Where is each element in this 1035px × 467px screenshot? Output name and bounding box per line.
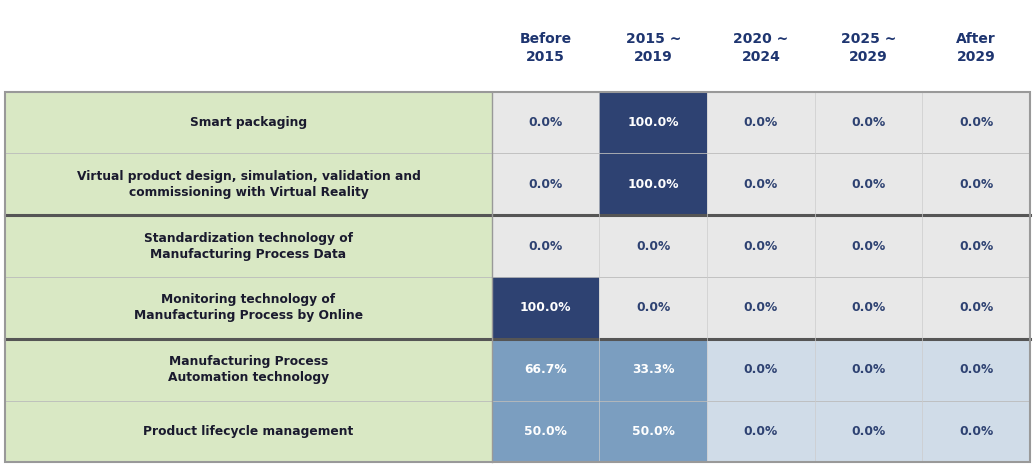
- Text: Smart packaging: Smart packaging: [190, 116, 307, 129]
- Bar: [815, 339, 922, 401]
- Bar: [922, 92, 1030, 153]
- Bar: [707, 92, 815, 153]
- Bar: [5, 153, 492, 215]
- Bar: [492, 153, 599, 215]
- Text: 50.0%: 50.0%: [631, 425, 675, 438]
- Bar: [707, 215, 815, 277]
- Text: 0.0%: 0.0%: [529, 240, 563, 253]
- Text: 0.0%: 0.0%: [744, 363, 778, 376]
- Bar: [5, 401, 492, 462]
- Bar: [815, 153, 922, 215]
- Text: 0.0%: 0.0%: [744, 178, 778, 191]
- Text: Product lifecycle management: Product lifecycle management: [144, 425, 354, 438]
- Text: 0.0%: 0.0%: [852, 240, 886, 253]
- Text: 0.0%: 0.0%: [958, 116, 994, 129]
- Text: 100.0%: 100.0%: [627, 178, 679, 191]
- Text: 0.0%: 0.0%: [852, 178, 886, 191]
- Text: 0.0%: 0.0%: [744, 301, 778, 314]
- Text: 0.0%: 0.0%: [852, 116, 886, 129]
- Bar: [707, 277, 815, 339]
- Text: 0.0%: 0.0%: [637, 240, 671, 253]
- Bar: [922, 215, 1030, 277]
- Bar: [815, 215, 922, 277]
- Bar: [492, 92, 599, 153]
- Text: Standardization technology of
Manufacturing Process Data: Standardization technology of Manufactur…: [144, 232, 353, 261]
- Bar: [5, 92, 492, 153]
- Bar: [5, 339, 492, 401]
- Text: 0.0%: 0.0%: [852, 363, 886, 376]
- Text: 0.0%: 0.0%: [637, 301, 671, 314]
- Text: 0.0%: 0.0%: [958, 178, 994, 191]
- Text: 0.0%: 0.0%: [744, 116, 778, 129]
- Text: 66.7%: 66.7%: [525, 363, 567, 376]
- Bar: [492, 215, 599, 277]
- Text: 2020 ~
2024: 2020 ~ 2024: [733, 33, 789, 64]
- Bar: [922, 277, 1030, 339]
- Bar: [5, 92, 1030, 462]
- Text: Virtual product design, simulation, validation and
commissioning with Virtual Re: Virtual product design, simulation, vali…: [77, 170, 420, 199]
- Bar: [599, 215, 707, 277]
- Bar: [492, 401, 599, 462]
- Text: 0.0%: 0.0%: [852, 301, 886, 314]
- Text: 0.0%: 0.0%: [958, 240, 994, 253]
- Text: Monitoring technology of
Manufacturing Process by Online: Monitoring technology of Manufacturing P…: [134, 293, 363, 322]
- Bar: [922, 153, 1030, 215]
- Bar: [492, 339, 599, 401]
- Bar: [707, 339, 815, 401]
- Bar: [599, 277, 707, 339]
- Text: 0.0%: 0.0%: [529, 116, 563, 129]
- Bar: [922, 401, 1030, 462]
- Bar: [5, 277, 492, 339]
- Text: 0.0%: 0.0%: [958, 363, 994, 376]
- Bar: [599, 92, 707, 153]
- Bar: [707, 153, 815, 215]
- Bar: [492, 277, 599, 339]
- Text: Manufacturing Process
Automation technology: Manufacturing Process Automation technol…: [168, 355, 329, 384]
- Text: 0.0%: 0.0%: [958, 425, 994, 438]
- Text: 0.0%: 0.0%: [744, 425, 778, 438]
- Text: 0.0%: 0.0%: [529, 178, 563, 191]
- Bar: [599, 153, 707, 215]
- Bar: [707, 401, 815, 462]
- Bar: [815, 277, 922, 339]
- Text: 0.0%: 0.0%: [958, 301, 994, 314]
- Text: 0.0%: 0.0%: [744, 240, 778, 253]
- Text: 100.0%: 100.0%: [520, 301, 571, 314]
- Text: 33.3%: 33.3%: [632, 363, 675, 376]
- Text: After
2029: After 2029: [956, 33, 996, 64]
- Bar: [5, 215, 492, 277]
- Bar: [815, 92, 922, 153]
- Text: 50.0%: 50.0%: [525, 425, 567, 438]
- Bar: [922, 339, 1030, 401]
- Bar: [599, 339, 707, 401]
- Bar: [599, 401, 707, 462]
- Text: Before
2015: Before 2015: [520, 33, 571, 64]
- Bar: [815, 401, 922, 462]
- Text: 2025 ~
2029: 2025 ~ 2029: [840, 33, 896, 64]
- Text: 100.0%: 100.0%: [627, 116, 679, 129]
- Text: 2015 ~
2019: 2015 ~ 2019: [625, 33, 681, 64]
- Text: 0.0%: 0.0%: [852, 425, 886, 438]
